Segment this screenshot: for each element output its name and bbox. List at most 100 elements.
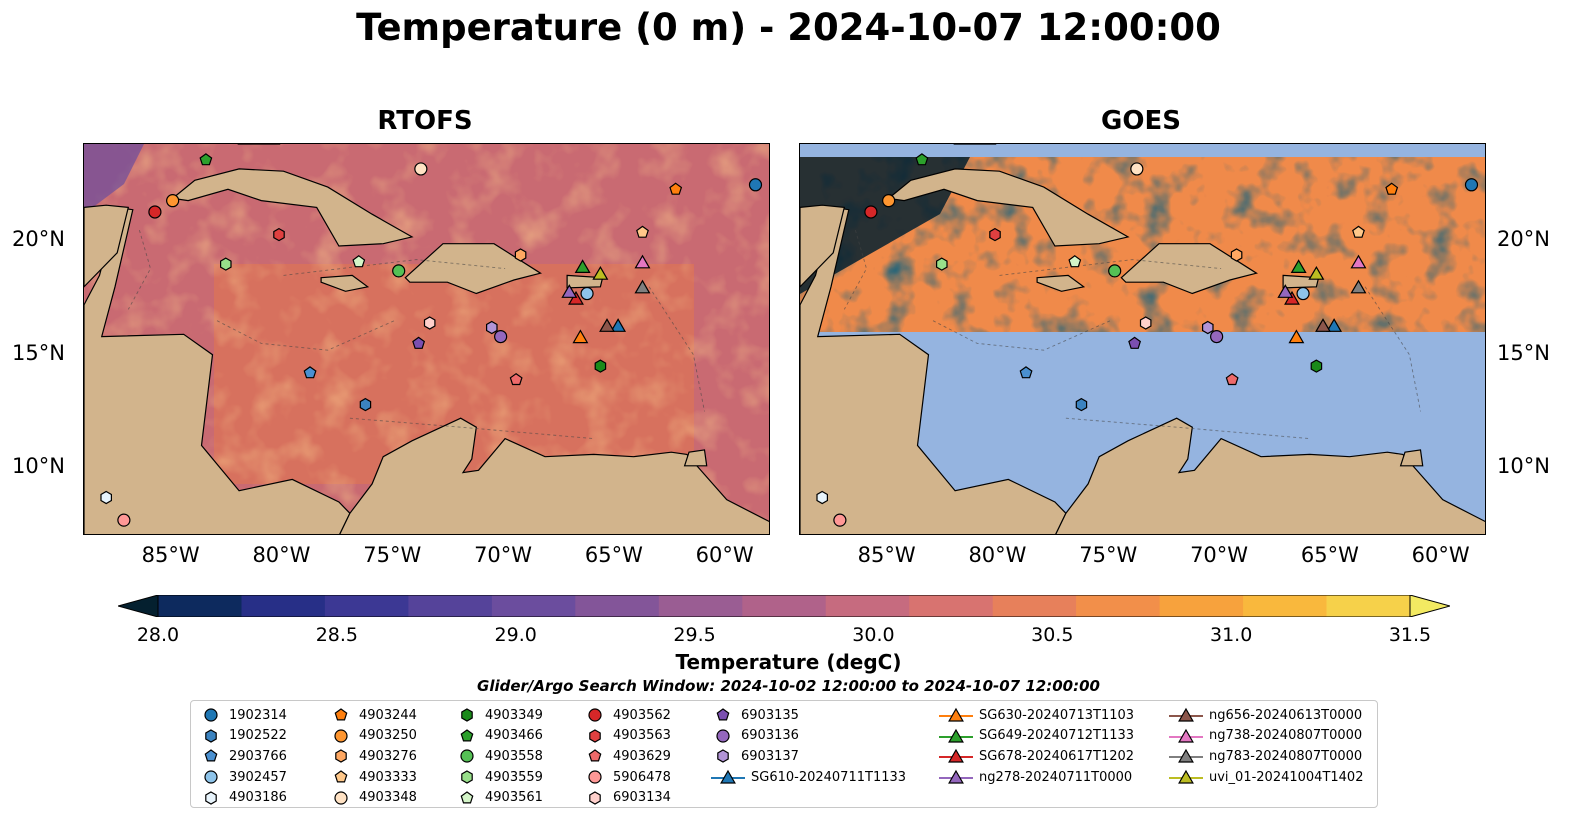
rtofs-float-1902522 xyxy=(359,397,372,412)
goes-float-4903276 xyxy=(1230,248,1243,262)
legend-item: 6903136 xyxy=(711,726,906,747)
legend-circle-marker xyxy=(588,770,602,784)
legend-label: 2903766 xyxy=(229,748,287,764)
legend-marker-icon xyxy=(716,708,730,721)
rtofs-float-4903563 xyxy=(273,227,285,242)
colorbar-extend-high xyxy=(1409,594,1452,618)
legend-item: 6903137 xyxy=(711,746,906,767)
legend-label: 4903563 xyxy=(613,728,671,744)
lon-tick-label: 65°W xyxy=(584,543,643,567)
goes-glider-ng783-20240807T0000 xyxy=(1350,279,1367,294)
goes-float-4903559 xyxy=(936,257,948,271)
legend-column: ng656-20240613T0000 ng738-20240807T0000 ng… xyxy=(1169,705,1363,787)
colorbar-segment xyxy=(992,595,1077,617)
goes-map-panel[interactable] xyxy=(799,143,1486,535)
goes-float-3902457 xyxy=(1296,286,1310,301)
colorbar-tick-label: 31.0 xyxy=(1209,624,1253,646)
legend-label: SG649-20240712T1133 xyxy=(979,728,1135,744)
legend-circle-marker xyxy=(716,729,730,743)
legend-label: 4903561 xyxy=(485,790,543,806)
goes-glider-SG649-20240712T1133 xyxy=(1290,259,1307,273)
rtofs-map-panel[interactable] xyxy=(83,143,770,535)
colorbar-segment xyxy=(241,595,326,617)
rtofs-glider-ng738-20240807T0000 xyxy=(634,254,651,269)
legend-item: 4903250 xyxy=(329,726,417,747)
rtofs-glider-uvi_01-20241004T1402 xyxy=(592,266,609,280)
legend-marker-icon xyxy=(588,749,602,762)
legend-hexagon-marker xyxy=(205,729,217,743)
trinidad-land xyxy=(1399,449,1424,467)
legend-item: 4903244 xyxy=(329,705,417,726)
colorbar-segment xyxy=(1076,595,1161,617)
legend-pentagon-marker xyxy=(460,790,474,804)
lat-tick-label-right: 15°N xyxy=(1497,340,1550,365)
legend-label: 6903135 xyxy=(741,707,799,723)
legend-item: SG649-20240712T1133 xyxy=(939,726,1134,747)
legend-circle-marker xyxy=(588,708,602,722)
legend-label: 4903558 xyxy=(485,748,543,764)
lon-tick-label: 75°W xyxy=(1079,543,1138,567)
legend-hexagon-marker xyxy=(717,749,729,764)
legend-marker-icon xyxy=(204,770,218,784)
legend-triangle-marker xyxy=(1178,749,1194,764)
legend-item: ng656-20240613T0000 xyxy=(1169,705,1363,726)
legend-label: 3902457 xyxy=(229,769,287,785)
legend-item: ng783-20240807T0000 xyxy=(1169,746,1363,767)
legend-marker-icon xyxy=(334,770,348,783)
legend-label: SG678-20240617T1202 xyxy=(979,748,1135,764)
legend-item: 2903766 xyxy=(199,746,287,767)
legend-label: ng738-20240807T0000 xyxy=(1209,728,1363,744)
yucatan-land xyxy=(84,204,130,288)
goes-float-4903561 xyxy=(1068,255,1082,268)
legend-marker-icon xyxy=(1169,749,1203,764)
legend-label: SG630-20240713T1103 xyxy=(979,707,1135,723)
legend-item: 4903629 xyxy=(583,746,671,767)
bathymetry-contour xyxy=(1065,417,1310,440)
bathymetry-contour xyxy=(999,259,1222,276)
panel-title-goes: GOES xyxy=(1101,106,1181,136)
legend-item: 4903276 xyxy=(329,746,417,767)
colorbar-segment xyxy=(408,595,493,617)
bathymetry-contour xyxy=(216,320,395,351)
legend-item: 6903134 xyxy=(583,787,671,808)
goes-float-4903349 xyxy=(1310,359,1323,373)
legend-item: 1902522 xyxy=(199,726,287,747)
goes-float-6903134 xyxy=(1139,316,1152,330)
colorbar-tick-label: 28.5 xyxy=(315,624,358,646)
legend-label: ng656-20240613T0000 xyxy=(1209,707,1363,723)
colorbar-segment xyxy=(575,595,660,617)
legend-marker-icon xyxy=(1169,728,1203,743)
rtofs-glider-ng656-20240613T0000 xyxy=(599,318,615,332)
goes-glider-SG610-20240711T1133 xyxy=(1326,318,1343,332)
legend-pentagon-marker xyxy=(204,749,218,762)
legend-item: 4903333 xyxy=(329,767,417,788)
legend-label: 6903137 xyxy=(741,748,799,764)
goes-glider-uvi_01-20241004T1402 xyxy=(1308,266,1325,280)
lon-tick-label: 70°W xyxy=(1190,543,1249,567)
colorbar-tick-label: 30.0 xyxy=(852,624,895,646)
legend-marker-icon xyxy=(588,708,602,722)
legend-label: SG610-20240711T1133 xyxy=(751,769,907,785)
legend-marker-icon xyxy=(461,708,473,722)
legend-label: 5906478 xyxy=(613,769,671,785)
yucatan-land xyxy=(800,204,846,288)
bathymetry-contour xyxy=(283,259,506,276)
legend-marker-icon xyxy=(589,729,601,743)
colorbar-segment xyxy=(825,595,910,617)
bathymetry-contour xyxy=(843,229,867,310)
legend-label: 4903250 xyxy=(359,728,417,744)
legend-item: uvi_01-20241004T1402 xyxy=(1169,767,1363,788)
legend-item: SG610-20240711T1133 xyxy=(711,767,906,788)
legend-item: 3902457 xyxy=(199,767,287,788)
legend-marker-icon xyxy=(205,729,217,743)
rtofs-float-4903186 xyxy=(100,490,112,505)
cuba-land xyxy=(171,168,414,247)
rtofs-float-4903559 xyxy=(220,257,232,271)
rtofs-glider-ng783-20240807T0000 xyxy=(634,279,651,294)
rtofs-float-4903558 xyxy=(392,264,406,278)
legend-label: 4903349 xyxy=(485,707,543,723)
legend-column: SG630-20240713T1103 SG649-20240712T1133 SG… xyxy=(939,705,1134,787)
legend-item: SG630-20240713T1103 xyxy=(939,705,1134,726)
legend-triangle-marker xyxy=(948,749,964,764)
colorbar-tick-label: 30.5 xyxy=(1031,624,1074,646)
